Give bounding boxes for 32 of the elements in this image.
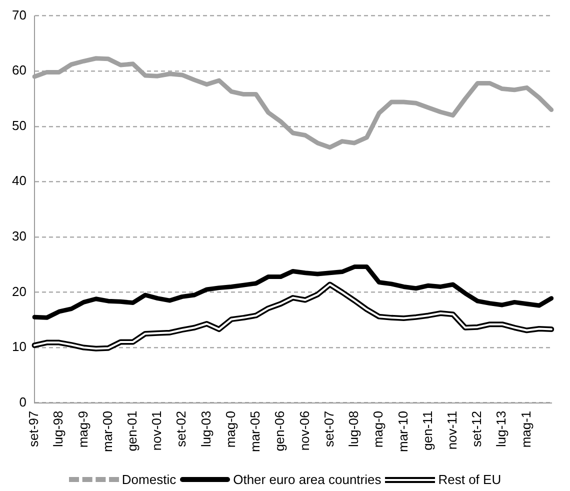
x-tick-label: gen-06 — [272, 410, 288, 452]
legend-label: Domestic — [122, 472, 176, 487]
x-tick-label: set-07 — [321, 410, 336, 447]
legend-label: Other euro area countries — [233, 472, 382, 487]
x-tick-label: mag-0 — [222, 410, 238, 448]
legend-label: Rest of EU — [438, 472, 502, 487]
y-tick-label: 50 — [12, 118, 26, 133]
x-tick-label: lug-08 — [346, 410, 362, 447]
x-tick-label: lug-03 — [198, 410, 214, 447]
x-tick-label: nov-01 — [149, 410, 164, 451]
x-tick-label: set-02 — [174, 410, 189, 447]
x-tick-label: nov-06 — [296, 410, 312, 451]
x-tick-label: lug-13 — [494, 410, 509, 447]
y-tick-label: 0 — [19, 394, 26, 410]
x-tick-label: nov-11 — [444, 410, 460, 450]
x-tick-label: mag-1 — [518, 410, 534, 448]
x-tick-label: mag-0 — [370, 410, 386, 448]
y-tick-label: 10 — [12, 339, 26, 354]
x-tick-label: set-12 — [469, 410, 484, 447]
x-tick-label: set-97 — [26, 410, 42, 447]
y-tick-label: 60 — [12, 62, 26, 78]
x-tick-label: lug-98 — [50, 410, 66, 447]
x-tick-label: gen-11 — [420, 410, 435, 450]
y-tick-label: 40 — [12, 173, 26, 188]
y-tick-label: 30 — [12, 228, 26, 244]
y-tick-label: 70 — [12, 7, 26, 22]
x-tick-label: mar-00 — [100, 410, 115, 452]
x-tick-label: mag-9 — [75, 410, 90, 448]
x-tick-label: gen-01 — [124, 410, 140, 452]
x-tick-label: mar-10 — [395, 410, 410, 452]
y-tick-label: 20 — [12, 284, 26, 299]
x-tick-label: mar-05 — [248, 410, 263, 452]
